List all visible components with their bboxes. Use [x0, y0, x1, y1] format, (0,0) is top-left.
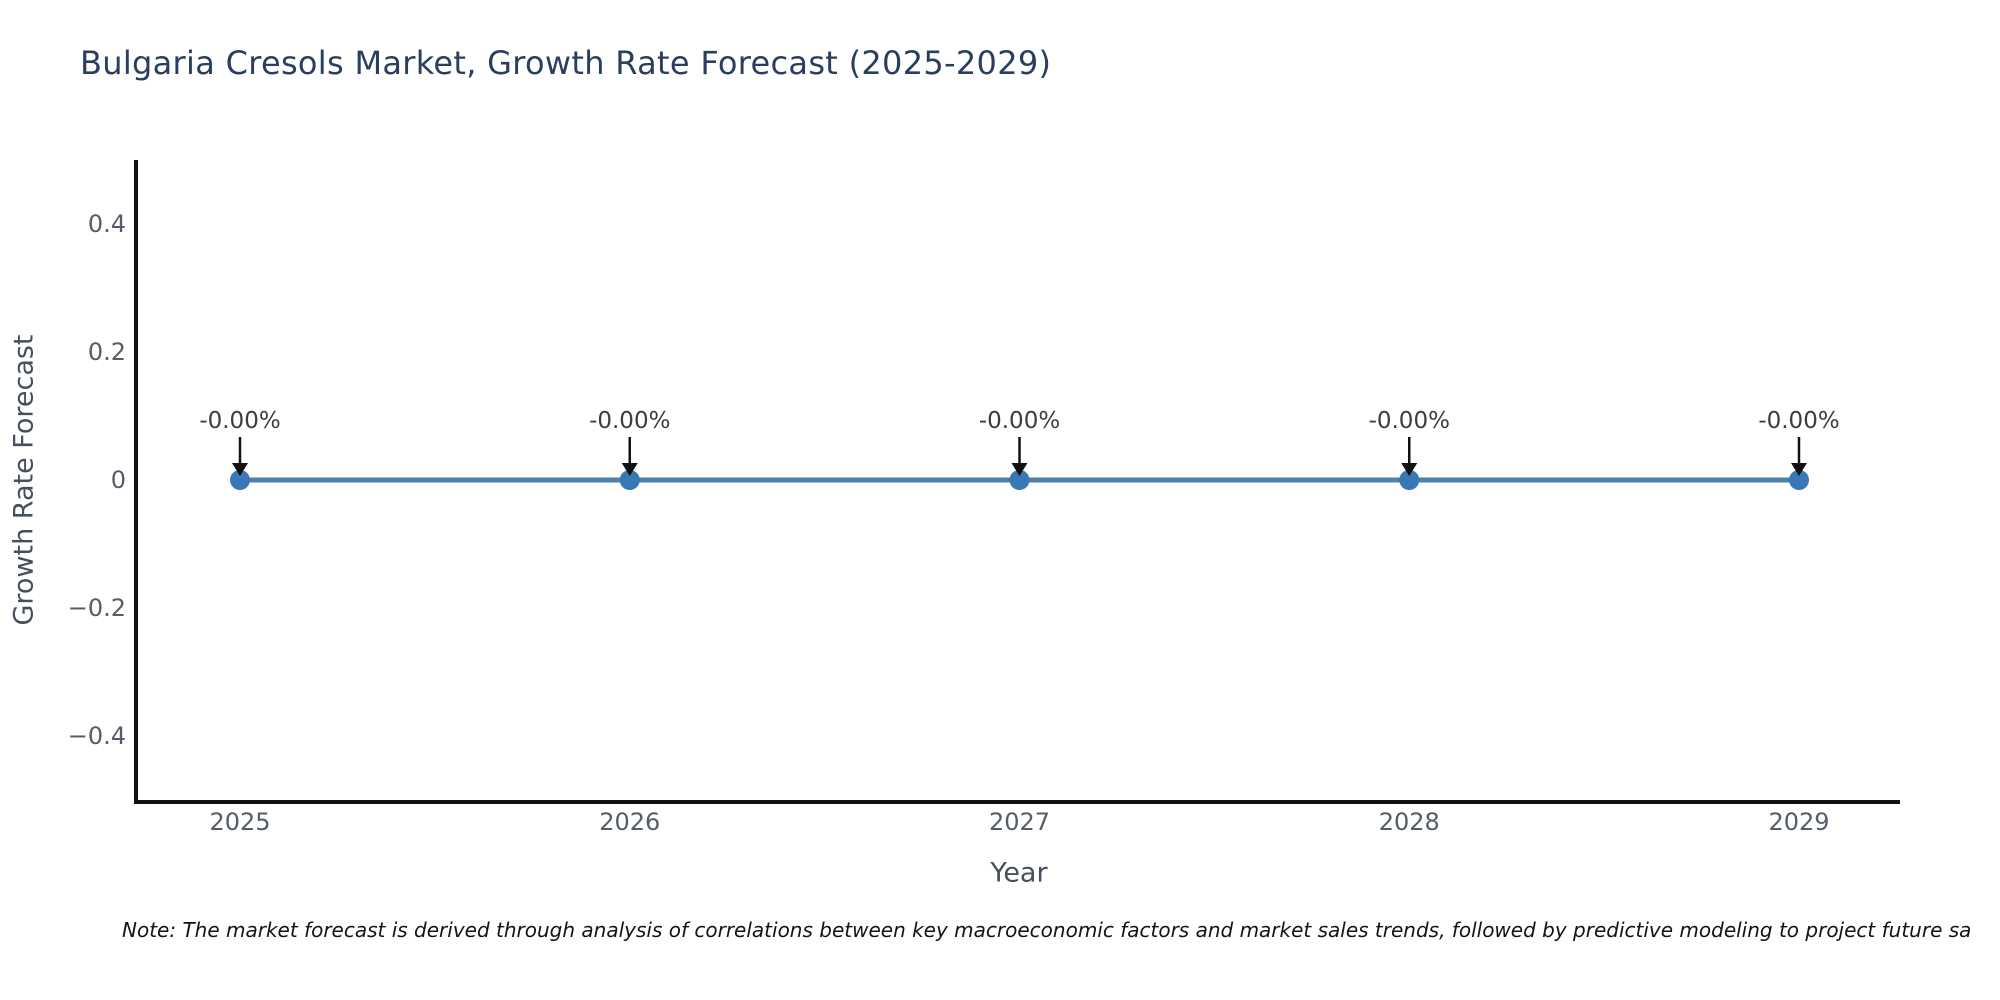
- data-point-label: -0.00%: [1368, 408, 1450, 434]
- y-tick-label: −0.4: [67, 722, 126, 750]
- x-tick-label: 2029: [1768, 808, 1830, 836]
- data-point-marker: [230, 470, 250, 490]
- annotation-arrow-head: [621, 463, 638, 476]
- y-tick-label: 0.2: [87, 338, 126, 366]
- y-tick-label: −0.2: [67, 594, 126, 622]
- footnote: Note: The market forecast is derived thr…: [122, 918, 1972, 942]
- x-tick-label: 2028: [1378, 808, 1440, 836]
- x-axis-title: Year: [990, 857, 1048, 889]
- annotation-arrow-head: [1011, 463, 1028, 476]
- x-axis-spine: [134, 800, 1900, 804]
- data-point-label: -0.00%: [589, 408, 671, 434]
- x-tick-label: 2025: [209, 808, 271, 836]
- annotation-arrow-head: [1791, 463, 1807, 476]
- data-point-marker: [1789, 470, 1809, 490]
- annotation-arrow-head: [1401, 463, 1418, 476]
- data-point-label: -0.00%: [199, 408, 281, 434]
- y-tick-label: 0: [110, 466, 126, 494]
- data-point-label: -0.00%: [1758, 408, 1840, 434]
- y-axis-spine: [134, 160, 138, 804]
- data-point-marker: [1399, 470, 1420, 490]
- annotation-arrow-head: [232, 463, 248, 476]
- data-point-marker: [1009, 470, 1030, 490]
- chart-title: Bulgaria Cresols Market, Growth Rate For…: [80, 44, 1052, 82]
- x-tick-label: 2027: [988, 808, 1051, 836]
- y-tick-label: 0.4: [87, 210, 126, 238]
- data-point-marker: [619, 470, 640, 490]
- x-tick-label: 2026: [599, 808, 661, 836]
- data-point-label: -0.00%: [978, 408, 1061, 434]
